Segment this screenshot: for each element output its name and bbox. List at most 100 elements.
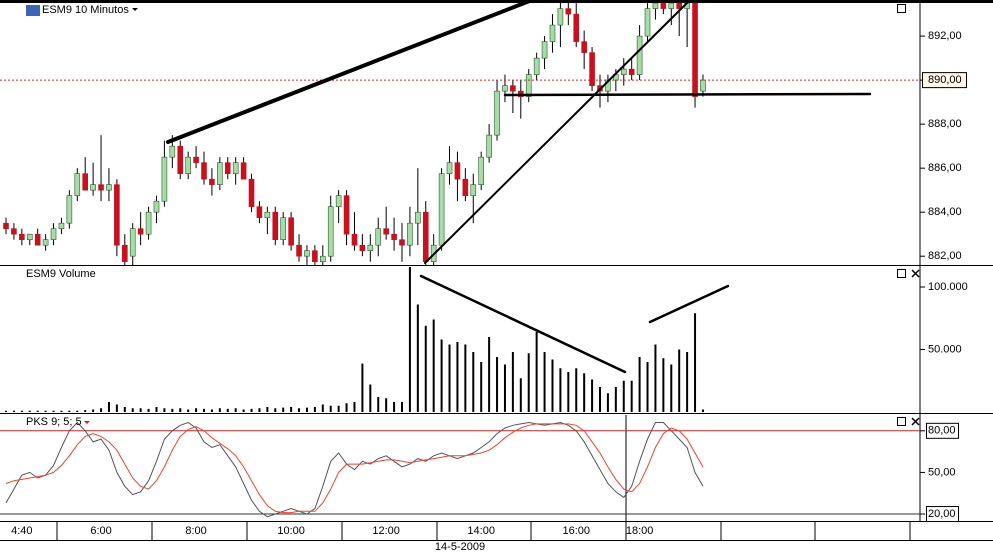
candle-body bbox=[343, 195, 350, 235]
oscillator-line bbox=[5, 421, 704, 518]
candle-body bbox=[74, 173, 81, 196]
candle-body bbox=[375, 228, 382, 246]
candle-body bbox=[185, 156, 191, 174]
y-tick-label: 884,00 bbox=[928, 206, 962, 218]
candle-body bbox=[217, 162, 223, 185]
x-tick-label: 18:00 bbox=[626, 525, 654, 537]
panel-title: PKS 9; 5; 5 bbox=[26, 416, 82, 428]
y-tick-label: 20,00 bbox=[928, 508, 956, 520]
candle-body bbox=[169, 145, 176, 158]
candle-body bbox=[359, 244, 366, 251]
x-tick-label: 16:00 bbox=[562, 525, 590, 537]
maximize-button[interactable] bbox=[897, 4, 906, 13]
x-tick-label: 6:00 bbox=[90, 525, 111, 537]
candle-body bbox=[581, 41, 587, 53]
maximize-button[interactable] bbox=[897, 417, 906, 426]
y-tick-label: 892,00 bbox=[928, 30, 962, 42]
dropdown-arrow[interactable] bbox=[84, 421, 90, 424]
candle-body bbox=[541, 41, 548, 59]
candle-body bbox=[478, 156, 485, 185]
candle-body bbox=[335, 195, 342, 207]
y-tick-label: 80,00 bbox=[928, 425, 956, 437]
candle-body bbox=[42, 239, 49, 246]
last-price-box bbox=[922, 72, 967, 89]
candle-body bbox=[248, 178, 255, 207]
candle-body bbox=[644, 8, 651, 37]
candle-body bbox=[565, 8, 572, 15]
maximize-button[interactable] bbox=[897, 269, 906, 278]
candle-body bbox=[288, 217, 294, 246]
candle-body bbox=[98, 184, 104, 191]
last-price-label: 890,00 bbox=[928, 74, 962, 86]
y-tick-label: 882,00 bbox=[928, 250, 962, 262]
candle-body bbox=[114, 184, 120, 246]
candle-body bbox=[11, 228, 17, 235]
candle-body bbox=[240, 162, 247, 180]
oscillator-line bbox=[5, 423, 704, 514]
candle-body bbox=[549, 24, 556, 42]
candle-body bbox=[161, 156, 168, 202]
candle-body bbox=[264, 211, 271, 218]
candle-body bbox=[462, 178, 469, 196]
candle-body bbox=[454, 162, 461, 180]
candles bbox=[3, 0, 706, 265]
candle-body bbox=[90, 184, 96, 191]
candle-body bbox=[106, 184, 112, 191]
chart-title: ESM9 10 Minutos bbox=[42, 4, 129, 16]
close-button[interactable] bbox=[911, 417, 920, 426]
tick-box bbox=[926, 422, 959, 439]
candle-body bbox=[415, 211, 421, 224]
candle-body bbox=[19, 233, 25, 240]
y-tick-label: 50.000 bbox=[928, 343, 962, 355]
candle-body bbox=[137, 228, 144, 235]
candle-body bbox=[525, 74, 532, 97]
time-dividers bbox=[56, 415, 911, 540]
dropdown-arrow[interactable] bbox=[132, 8, 138, 11]
candle-body bbox=[351, 233, 358, 246]
candle-body bbox=[620, 68, 627, 75]
candle-body bbox=[557, 8, 564, 26]
candle-body bbox=[312, 250, 318, 262]
candle-body bbox=[407, 222, 413, 246]
volume-bars bbox=[5, 267, 704, 412]
candle-body bbox=[280, 217, 287, 240]
x-tick-label: 4:40 bbox=[11, 525, 32, 537]
candle-body bbox=[296, 244, 302, 257]
x-tick-label: 12:00 bbox=[372, 525, 400, 537]
candle-body bbox=[700, 79, 706, 92]
x-tick-label: 14:00 bbox=[467, 525, 495, 537]
tick-box bbox=[926, 506, 959, 523]
candle-body bbox=[367, 244, 374, 251]
candle-body bbox=[153, 200, 160, 213]
close-button[interactable] bbox=[911, 269, 920, 278]
y-tick-label: 100.000 bbox=[928, 281, 968, 293]
candle-body bbox=[628, 68, 635, 75]
candle-body bbox=[652, 2, 659, 9]
candle-body bbox=[399, 239, 405, 246]
candle-body bbox=[438, 173, 445, 246]
y-tick-label: 888,00 bbox=[928, 118, 962, 130]
y-tick-label: 886,00 bbox=[928, 162, 962, 174]
candle-body bbox=[224, 162, 231, 174]
candle-body bbox=[486, 134, 492, 158]
candle-body bbox=[58, 222, 65, 229]
candle-body bbox=[533, 57, 540, 75]
candle-body bbox=[327, 206, 334, 257]
candle-body bbox=[82, 173, 88, 191]
panel-title: ESM9 Volume bbox=[26, 268, 96, 280]
candle-body bbox=[676, 2, 683, 9]
y-tick-label: 50,00 bbox=[928, 466, 956, 478]
candle-body bbox=[502, 85, 508, 92]
x-tick-label: 8:00 bbox=[185, 525, 206, 537]
candle-body bbox=[177, 145, 184, 174]
plot-layer: 882,00884,00886,00888,00890,00892,00890,… bbox=[0, 0, 968, 537]
candle-body bbox=[209, 178, 215, 185]
candle-body bbox=[50, 228, 57, 240]
candle-body bbox=[34, 233, 41, 246]
candle-body bbox=[129, 228, 136, 257]
candle-body bbox=[391, 233, 397, 240]
trend-lines bbox=[166, 0, 872, 374]
candle-body bbox=[692, 2, 698, 97]
